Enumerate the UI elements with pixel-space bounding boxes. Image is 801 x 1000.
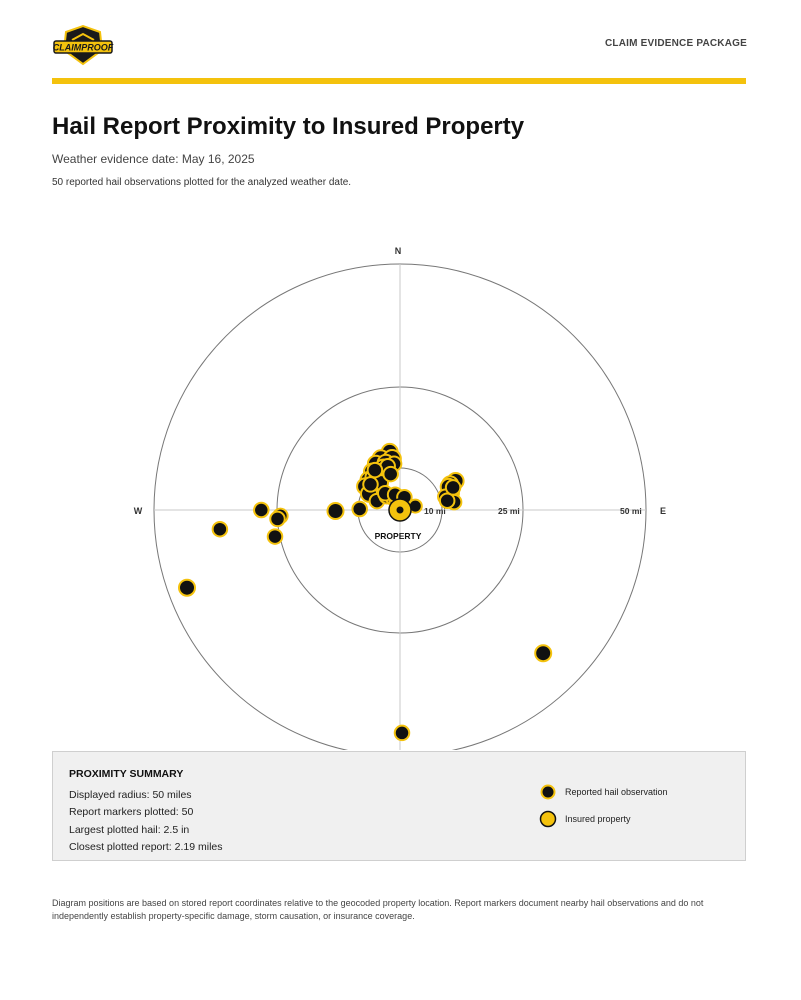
- compass-label-w: W: [134, 506, 143, 516]
- hail-marker: [211, 520, 229, 538]
- document-label: CLAIM EVIDENCE PACKAGE: [604, 38, 747, 49]
- logo-wordmark: CLAIMPROOF: [53, 43, 114, 53]
- property-center-dot: [396, 506, 404, 514]
- proximity-chart: N W E 10 mi 25 mi 50 mi PROPERTY: [0, 230, 801, 757]
- hail-marker: [444, 479, 462, 496]
- hail-marker-icon: [540, 784, 556, 800]
- page-title: Hail Report Proximity to Insured Propert…: [52, 113, 525, 140]
- hail-marker: [362, 476, 379, 493]
- proximity-summary: PROXIMITY SUMMARY Displayed radius: 50 m…: [52, 751, 746, 861]
- hail-marker: [534, 644, 553, 663]
- ring-label-3: 50 mi: [620, 506, 642, 516]
- summary-displayed-radius: Displayed radius: 50 miles: [69, 789, 192, 801]
- observations-note: 50 reported hail observations plotted fo…: [52, 177, 352, 188]
- hail-marker: [253, 501, 270, 519]
- claimproof-logo: CLAIMPROOF: [52, 24, 114, 68]
- summary-markers-plotted: Report markers plotted: 50: [69, 806, 194, 818]
- hail-marker: [382, 465, 399, 483]
- compass-label-e: E: [660, 506, 666, 516]
- legend-insured-property: Insured property: [539, 810, 631, 828]
- ring-label-1: 10 mi: [424, 506, 446, 516]
- legend-hail-observation: Reported hail observation: [539, 784, 668, 800]
- accent-rule: [52, 78, 746, 84]
- disclaimer: Diagram positions are based on stored re…: [52, 898, 704, 921]
- summary-title: PROXIMITY SUMMARY: [69, 768, 184, 780]
- hail-marker: [266, 528, 284, 545]
- legend-label: Reported hail observation: [565, 787, 668, 797]
- legend-label: Insured property: [565, 814, 631, 824]
- property-label: PROPERTY: [375, 531, 422, 541]
- summary-largest-hail: Largest plotted hail: 2.5 in: [69, 824, 190, 836]
- property-marker-icon: [539, 810, 557, 828]
- hail-marker: [269, 510, 286, 528]
- summary-closest-report: Closest plotted report: 2.19 miles: [69, 841, 223, 853]
- proximity-plot: N W E 10 mi 25 mi 50 mi PROPERTY: [134, 246, 666, 757]
- hail-marker: [326, 502, 345, 520]
- hail-marker: [351, 500, 368, 518]
- hail-marker: [393, 724, 411, 742]
- compass-label-n: N: [395, 246, 402, 256]
- hail-marker: [366, 461, 384, 479]
- hail-marker: [438, 492, 456, 509]
- hail-marker: [178, 578, 196, 597]
- logo-emblem: CLAIMPROOF: [53, 24, 114, 66]
- ring-label-2: 25 mi: [498, 506, 520, 516]
- weather-date: Weather evidence date: May 16, 2025: [52, 152, 255, 166]
